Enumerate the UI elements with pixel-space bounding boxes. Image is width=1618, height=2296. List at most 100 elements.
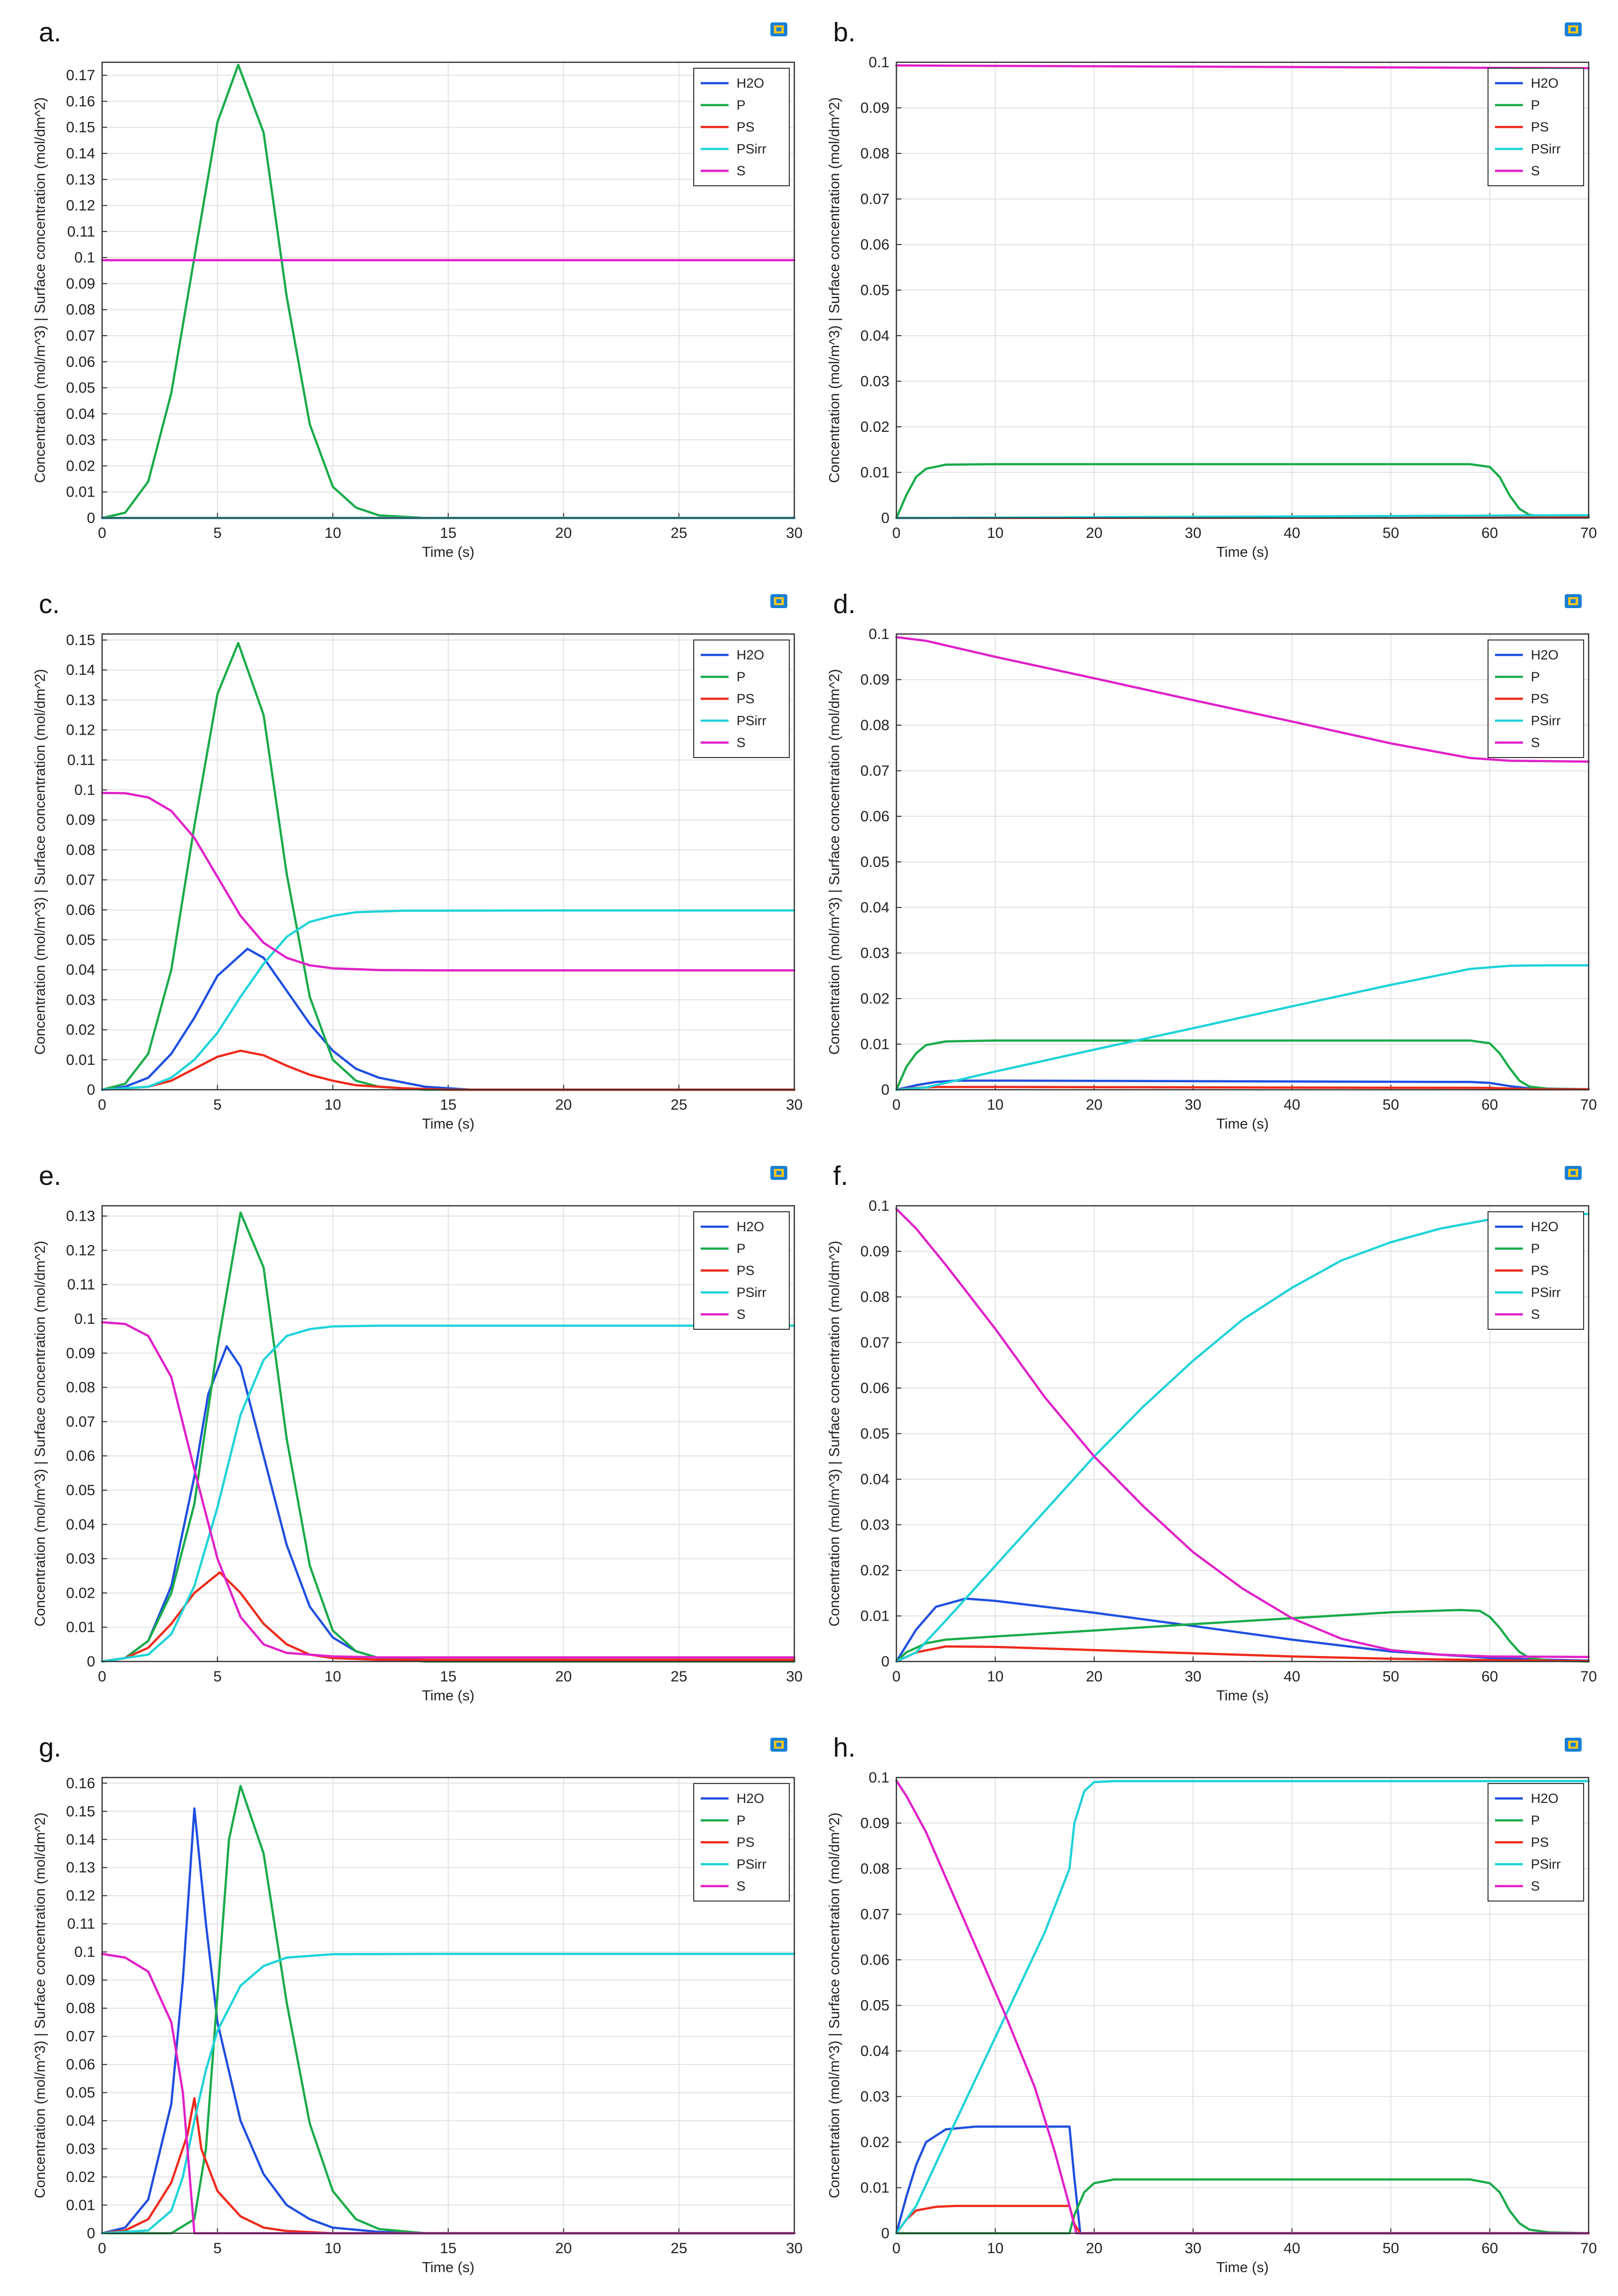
- x-tick-label: 40: [1284, 2240, 1300, 2257]
- legend-label: S: [737, 163, 746, 178]
- panel-h: h. 0 0.01 0.02 0.03 0.04 0.05 0.06 0.07 0.08 0.09 0…: [814, 1723, 1601, 2293]
- series-line-p: [895, 1609, 1590, 1663]
- x-tick-label: 15: [440, 525, 456, 541]
- legend-label: PSirr: [1531, 1857, 1561, 1872]
- y-tick-label: 0: [87, 1082, 95, 1098]
- y-tick-label: 0.02: [66, 1585, 95, 1601]
- x-tick-label: 60: [1482, 1668, 1498, 1685]
- y-tick-label: 0.06: [861, 1380, 889, 1397]
- legend-label: PS: [1531, 120, 1549, 134]
- legend-label: P: [1531, 98, 1540, 113]
- y-tick-label: 0.05: [861, 854, 889, 871]
- legend-label: PSirr: [737, 1857, 766, 1872]
- x-tick-label: 30: [786, 1097, 802, 1113]
- y-tick-label: 0.1: [74, 1311, 95, 1327]
- plot-frame: [101, 633, 795, 1091]
- y-tick-label: 0.07: [66, 872, 95, 889]
- y-tick-label: 0.11: [67, 1276, 95, 1293]
- series-line-psirr: [895, 1780, 1590, 2235]
- y-axis-label: Concentration (mol/m^3) | Surface concen…: [32, 669, 48, 1055]
- y-tick-label: 0.01: [861, 465, 889, 481]
- y-axis-label: Concentration (mol/m^3) | Surface concen…: [32, 1241, 48, 1627]
- y-tick-label: 0.04: [66, 406, 95, 422]
- x-tick-label: 10: [325, 1668, 341, 1685]
- chart-a: a. 0 0.01 0.02 0.03 0.04 0.05 0.06 0.07 0.08 0.09 0…: [32, 17, 803, 560]
- series-line-psirr: [895, 964, 1590, 1091]
- plot-frame: [101, 61, 795, 519]
- plot-window-icon: [770, 1738, 787, 1752]
- plot-frame: [895, 633, 1590, 1091]
- plot-window-icon: [770, 594, 787, 608]
- legend: H2O P PS PSirr S: [1488, 1783, 1584, 1902]
- y-tick-label: 0.02: [861, 1562, 889, 1579]
- y-tick-label: 0.04: [861, 899, 889, 916]
- plot-frame: [101, 1777, 795, 2234]
- y-tick-label: 0.1: [869, 54, 889, 71]
- y-tick-label: 0.04: [861, 2043, 889, 2059]
- x-tick-label: 10: [325, 525, 341, 541]
- x-tick-label: 50: [1382, 1668, 1399, 1685]
- y-tick-label: 0.13: [66, 692, 95, 708]
- legend-label: H2O: [1531, 76, 1559, 91]
- panel-label: f.: [833, 1161, 848, 1191]
- x-tick-label: 0: [98, 1097, 107, 1113]
- y-tick-label: 0.01: [861, 2180, 889, 2196]
- y-tick-label: 0.17: [66, 67, 95, 84]
- panel-c: c. 0 0.01 0.02 0.03 0.04 0.05 0.06 0.07 0.08 0.09 0…: [20, 579, 807, 1149]
- y-tick-label: 0.13: [66, 1860, 95, 1876]
- x-tick-label: 10: [987, 2240, 1003, 2257]
- legend-label: H2O: [1531, 647, 1559, 662]
- y-tick-label: 0.12: [66, 198, 95, 214]
- x-tick-label: 60: [1482, 2240, 1498, 2257]
- y-tick-label: 0.03: [861, 945, 889, 962]
- y-axis-label: Concentration (mol/m^3) | Surface concen…: [827, 97, 843, 483]
- y-tick-label: 0.04: [66, 1517, 95, 1533]
- y-tick-label: 0: [87, 510, 95, 526]
- legend-label: PS: [737, 1263, 754, 1278]
- plot-frame: [101, 1205, 795, 1662]
- panel-label: e.: [39, 1161, 61, 1191]
- series-line-h2o: [101, 1807, 796, 2235]
- y-tick-label: 0.1: [869, 1198, 889, 1214]
- y-tick-label: 0.07: [861, 191, 889, 208]
- x-tick-label: 30: [786, 1668, 802, 1685]
- y-tick-label: 0.09: [66, 1972, 95, 1989]
- legend-label: H2O: [737, 1219, 764, 1234]
- series-line-s: [895, 64, 1590, 70]
- plot-window-icon: [1565, 1738, 1582, 1752]
- legend: H2O P PS PSirr S: [1488, 1211, 1584, 1330]
- y-tick-label: 0.15: [66, 1803, 95, 1820]
- y-tick-label: 0.08: [861, 1289, 889, 1305]
- y-tick-label: 0: [881, 510, 889, 526]
- panel-label: a.: [39, 17, 61, 47]
- y-tick-label: 0.1: [74, 782, 95, 798]
- x-tick-label: 20: [555, 1668, 572, 1685]
- legend: H2O P PS PSirr S: [693, 639, 790, 758]
- y-tick-label: 0.04: [861, 1471, 889, 1488]
- series-line-psirr: [101, 1324, 796, 1663]
- y-tick-label: 0.01: [66, 2197, 95, 2214]
- series-line-ps: [895, 1645, 1590, 1663]
- y-tick-label: 0.02: [861, 991, 889, 1007]
- y-tick-label: 0.1: [869, 626, 889, 642]
- x-tick-label: 20: [555, 2240, 572, 2257]
- y-tick-label: 0.09: [66, 275, 95, 292]
- x-tick-label: 15: [440, 1097, 456, 1113]
- panel-d: d. 0 0.01 0.02 0.03 0.04 0.05 0.06 0.07 0.08 0.09 0…: [814, 579, 1601, 1149]
- x-tick-label: 25: [671, 525, 687, 541]
- legend-label: P: [1531, 1241, 1540, 1256]
- y-tick-label: 0.06: [66, 1448, 95, 1464]
- legend-label: P: [737, 98, 746, 113]
- legend-label: P: [737, 1241, 746, 1256]
- chart-f: f. 0 0.01 0.02 0.03 0.04 0.05 0.06 0.07 0.08 0.09 0…: [827, 1161, 1597, 1704]
- plot-window-icon: [770, 1166, 787, 1180]
- x-tick-label: 30: [1185, 525, 1201, 541]
- series-line-h2o: [101, 947, 796, 1091]
- x-tick-label: 30: [1185, 1097, 1201, 1113]
- y-tick-label: 0.08: [66, 1380, 95, 1396]
- x-tick-label: 5: [213, 1668, 222, 1685]
- legend-label: PS: [1531, 691, 1549, 706]
- y-axis-label: Concentration (mol/m^3) | Surface concen…: [32, 97, 48, 483]
- x-tick-label: 70: [1580, 1097, 1597, 1113]
- y-tick-label: 0.12: [66, 1888, 95, 1904]
